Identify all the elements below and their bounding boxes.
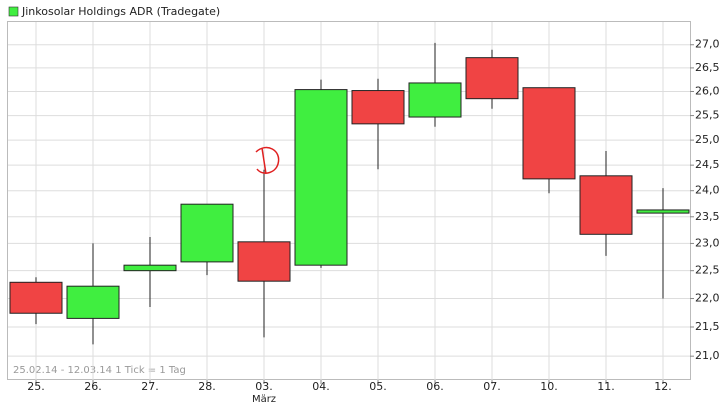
y-tick-label: 21,5 bbox=[695, 320, 720, 333]
y-tick-label: 26,0 bbox=[695, 85, 720, 98]
y-tick-label: 23,0 bbox=[695, 236, 720, 249]
candle-body bbox=[465, 57, 519, 100]
candle-body bbox=[66, 285, 120, 319]
x-tick-label: 04. bbox=[312, 380, 330, 393]
candle-body bbox=[408, 82, 462, 118]
legend-swatch bbox=[8, 6, 19, 17]
plot-frame bbox=[7, 21, 691, 380]
candle-body bbox=[180, 203, 234, 263]
x-tick-label: 25. bbox=[27, 380, 45, 393]
x-tick-label: 06. bbox=[426, 380, 444, 393]
annotation-scribble bbox=[255, 146, 280, 175]
y-tick-label: 21,0 bbox=[695, 349, 720, 362]
candle-body bbox=[636, 209, 690, 214]
candle-body bbox=[579, 175, 633, 235]
x-tick-label: 03. bbox=[255, 380, 273, 393]
candle-body bbox=[9, 281, 63, 314]
y-tick-label: 22,0 bbox=[695, 292, 720, 305]
y-tick-label: 24,0 bbox=[695, 184, 720, 197]
x-tick-label: 11. bbox=[597, 380, 615, 393]
y-tick-label: 24,5 bbox=[695, 158, 720, 171]
y-tick-label: 25,0 bbox=[695, 133, 720, 146]
candle-body bbox=[522, 87, 576, 180]
candle-body bbox=[294, 89, 348, 266]
y-tick-label: 22,5 bbox=[695, 264, 720, 277]
x-tick-label: 12. bbox=[654, 380, 672, 393]
y-tick-label: 27,0 bbox=[695, 38, 720, 51]
x-tick-label: 28. bbox=[198, 380, 216, 393]
x-tick-label: 05. bbox=[369, 380, 387, 393]
x-tick-label: 26. bbox=[84, 380, 102, 393]
candle-body bbox=[351, 90, 405, 125]
x-sublabel: März bbox=[252, 394, 276, 405]
x-tick-label: 27. bbox=[141, 380, 159, 393]
x-tick-label: 10. bbox=[540, 380, 558, 393]
legend-label: Jinkosolar Holdings ADR (Tradegate) bbox=[21, 5, 220, 18]
candle-body bbox=[123, 264, 177, 272]
candle-body bbox=[237, 241, 291, 282]
y-tick-label: 23,5 bbox=[695, 210, 720, 223]
y-tick-label: 25,5 bbox=[695, 109, 720, 122]
y-tick-label: 26,5 bbox=[695, 61, 720, 74]
footnote: 25.02.14 - 12.03.14 1 Tick = 1 Tag bbox=[13, 365, 186, 376]
x-tick-label: 07. bbox=[483, 380, 501, 393]
